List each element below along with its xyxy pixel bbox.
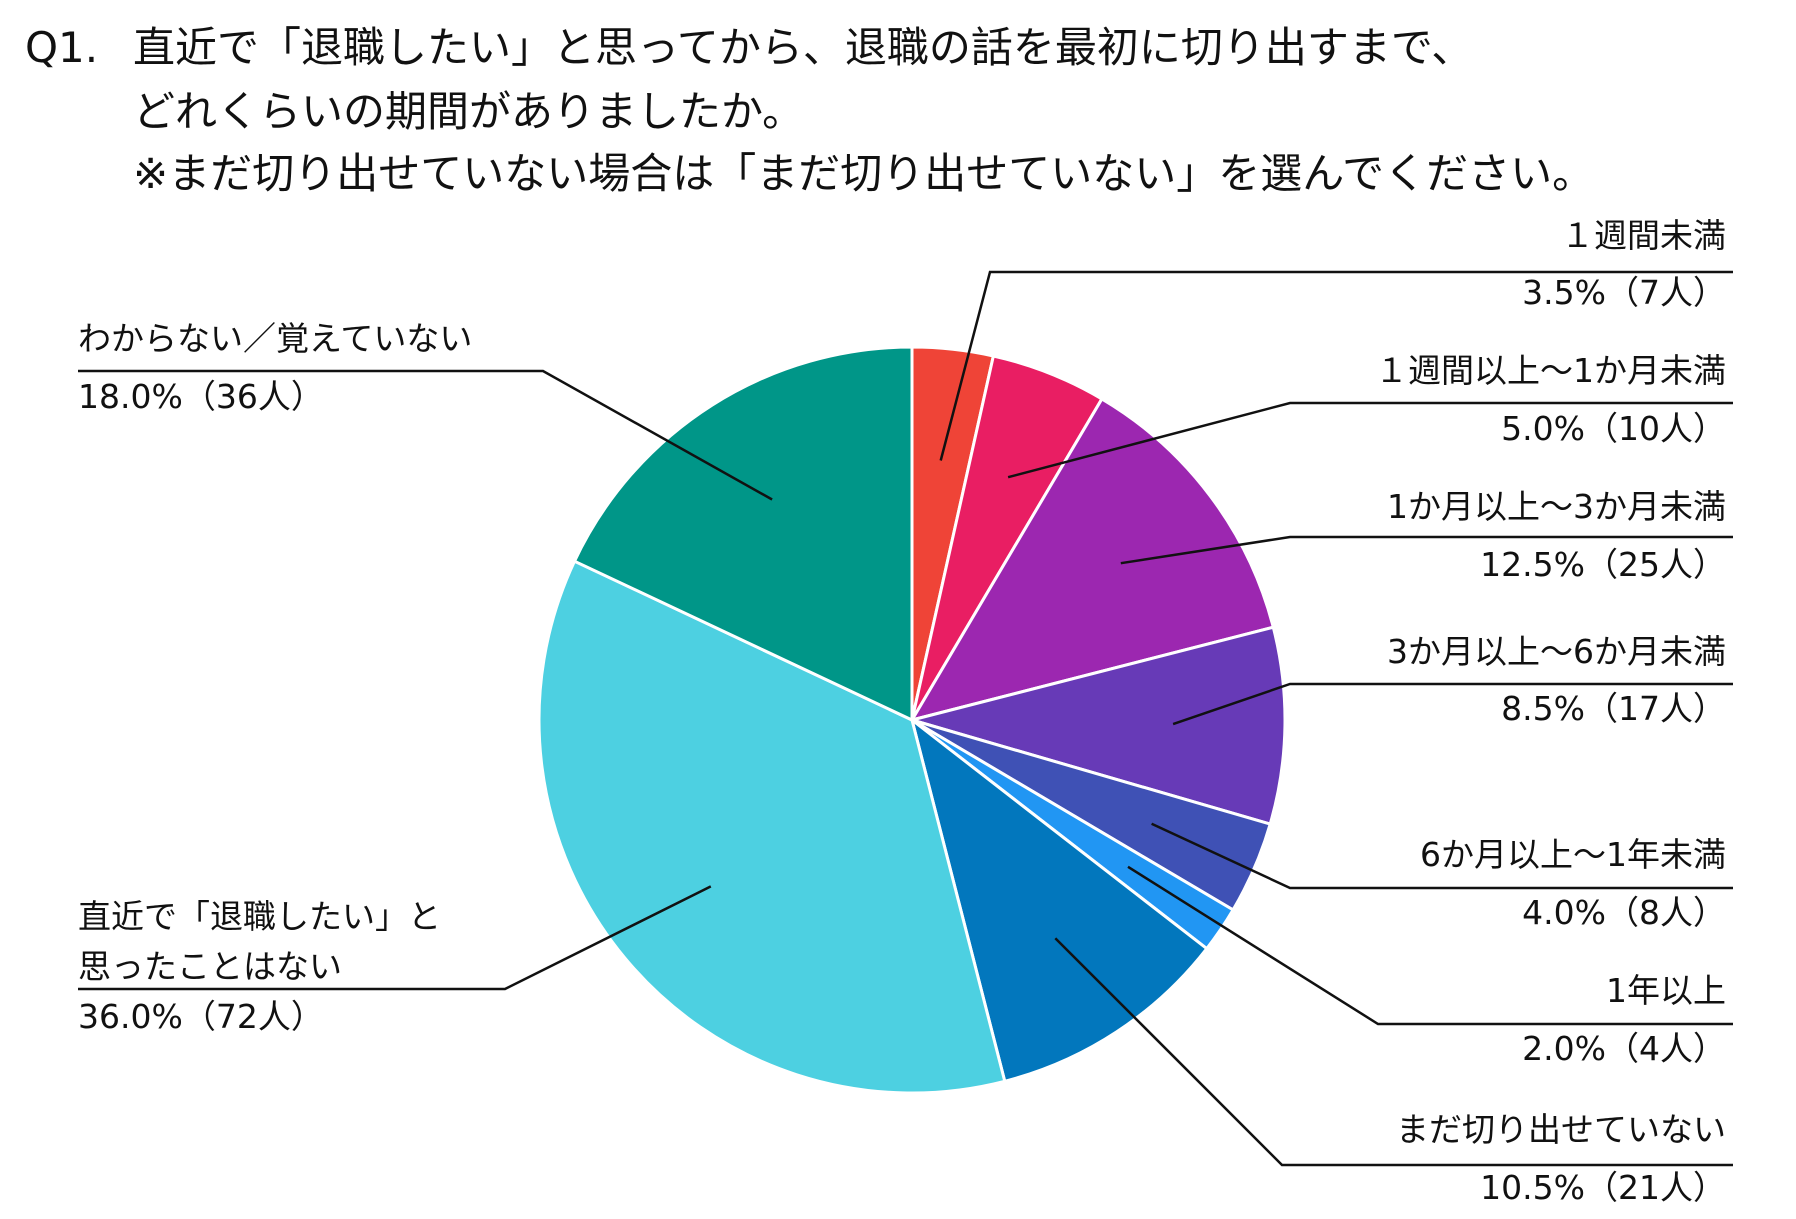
slice-value-label: 10.5%（21人）	[1480, 1168, 1726, 1207]
slice-value-label: 3.5%（7人）	[1522, 273, 1726, 312]
pie-slice	[537, 559, 1007, 1095]
pie-slice	[908, 396, 1276, 723]
slice-value-label: 4.0%（8人）	[1522, 893, 1726, 932]
leader-lines	[78, 270, 1733, 1167]
slice-value-label: 36.0%（72人）	[78, 997, 324, 1036]
question-line-1: 直近で「退職したい」と思ってから、退職の話を最初に切り出すまで、	[133, 23, 1473, 72]
slice-label: 直近で「退職したい」と	[78, 897, 441, 936]
slice-value-label: 12.5%（25人）	[1480, 545, 1726, 584]
leader-line	[939, 270, 1733, 461]
leader-line	[1007, 401, 1733, 479]
slice-value-label: 2.0%（4人）	[1522, 1029, 1726, 1068]
slice-label: １週間未満	[1561, 216, 1726, 255]
leader-line	[1172, 682, 1733, 726]
question-line-2: どれくらいの期間がありましたか。	[133, 87, 804, 136]
slice-value-label: 8.5%（17人）	[1501, 689, 1726, 728]
pie-slice	[909, 716, 1209, 1084]
slice-value-label: 5.0%（10人）	[1501, 409, 1726, 448]
leader-line	[1054, 937, 1733, 1167]
slice-label: 1か月以上～3か月未満	[1387, 487, 1726, 526]
question-number: Q1.	[25, 23, 98, 72]
leader-line	[1120, 535, 1733, 565]
slice-label: 3か月以上～6か月未満	[1387, 632, 1726, 671]
leader-line	[78, 369, 773, 501]
slice-label: まだ切り出せていない	[1396, 1110, 1726, 1149]
slice-label: わからない／覚えていない	[78, 319, 472, 358]
slice-label: １週間以上～1か月未満	[1375, 351, 1726, 390]
slice-label: 1年以上	[1606, 971, 1726, 1010]
question-title: Q1. 直近で「退職したい」と思ってから、退職の話を最初に切り出すまで、 どれく…	[25, 23, 1594, 198]
leader-line	[1151, 822, 1733, 890]
pie-slice	[906, 625, 1287, 826]
slice-label: 思ったことはない	[78, 947, 342, 986]
leader-line	[1127, 865, 1733, 1026]
leader-line	[78, 885, 712, 991]
slice-value-label: 18.0%（36人）	[78, 377, 324, 416]
question-line-3: ※まだ切り出せていない場合は「まだ切り出せていない」を選んでください。	[133, 149, 1594, 198]
slice-label: 6か月以上～1年未満	[1420, 835, 1726, 874]
slice-labels: １週間未満 3.5%（7人） １週間以上～1か月未満 5.0%（10人） 1か月以上～3…	[78, 216, 1726, 1207]
pie-slices	[537, 345, 1287, 1095]
pie-slice	[572, 345, 914, 723]
